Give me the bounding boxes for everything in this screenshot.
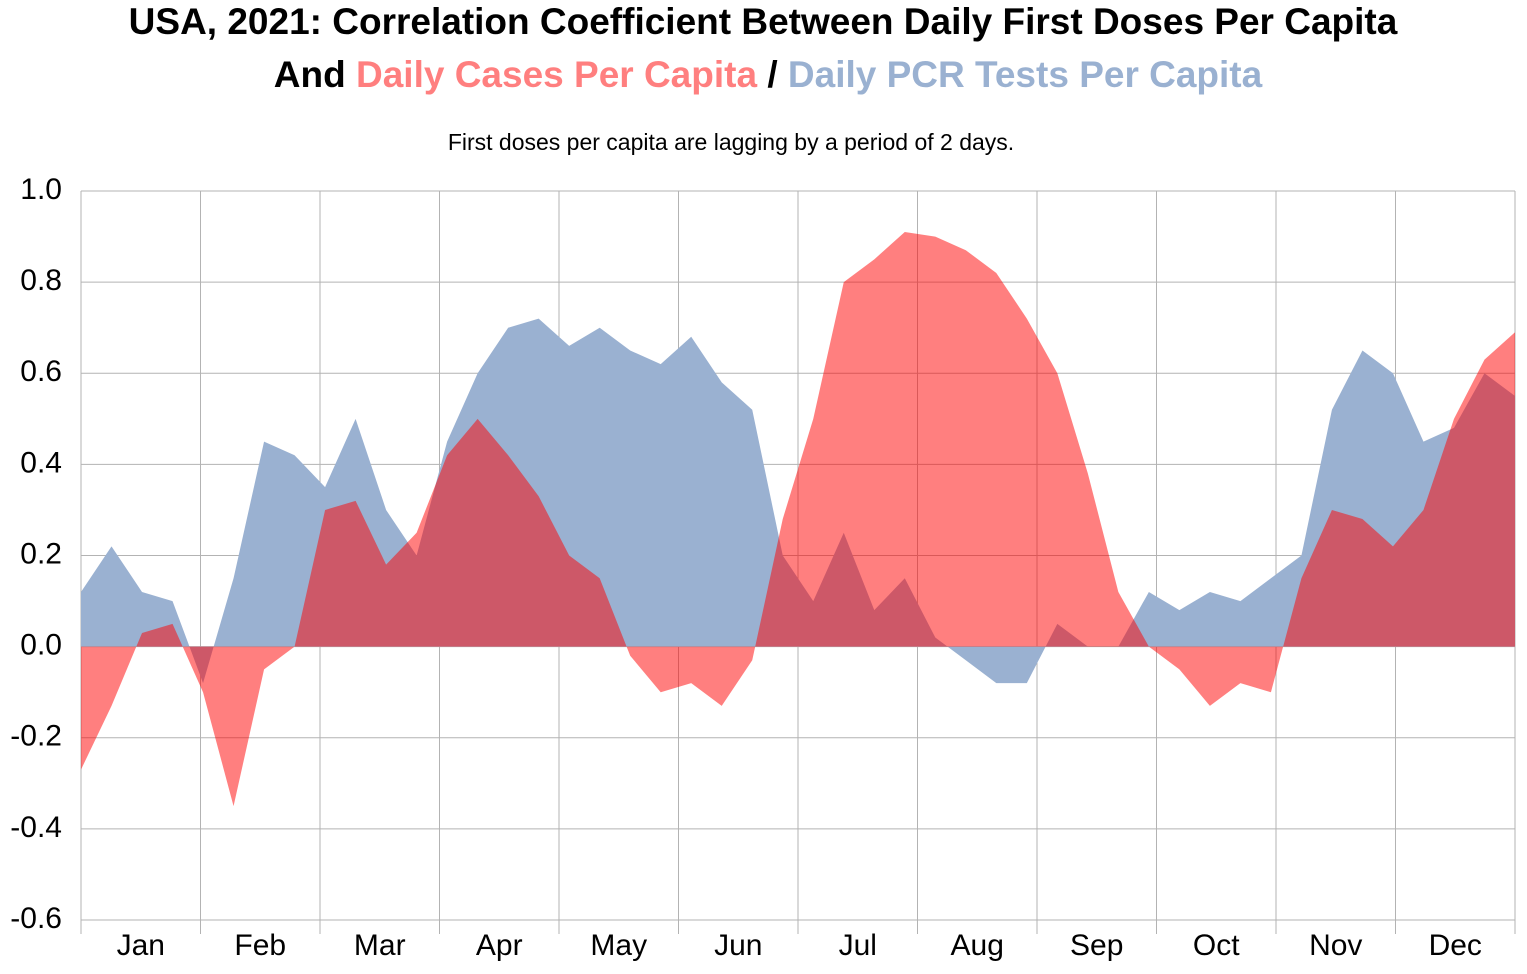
title-series: Daily PCR Tests Per Capita <box>788 54 1263 95</box>
title-series: Daily Cases Per Capita <box>356 54 757 95</box>
x-tick-label: Aug <box>951 929 1004 962</box>
chart-title: USA, 2021: Correlation Coefficient Betwe… <box>129 1 1398 42</box>
x-tick-label: May <box>590 929 647 962</box>
chart-title-line2: And Daily Cases Per Capita / Daily PCR T… <box>274 54 1263 95</box>
x-tick-label: Dec <box>1429 929 1482 962</box>
title-separator: / <box>767 54 777 95</box>
x-tick-label: Oct <box>1193 929 1240 962</box>
y-tick-label: -0.4 <box>10 811 62 844</box>
y-tick-label: 0.4 <box>20 446 62 479</box>
y-tick-label: 0.8 <box>20 264 62 297</box>
x-tick-label: Sep <box>1070 929 1123 962</box>
y-tick-label: 0.0 <box>20 629 62 662</box>
x-tick-label: Apr <box>476 929 523 962</box>
y-tick-label: 0.2 <box>20 537 62 570</box>
y-tick-label: 1.0 <box>20 173 62 206</box>
x-tick-label: Jun <box>714 929 762 962</box>
area <box>81 232 1515 807</box>
y-tick-label: -0.2 <box>10 720 62 753</box>
title-connector: And <box>274 54 346 95</box>
x-tick-label: Nov <box>1309 929 1362 962</box>
x-tick-label: Feb <box>234 929 286 962</box>
y-tick-label: -0.6 <box>10 902 62 935</box>
x-tick-label: Mar <box>354 929 406 962</box>
x-tick-label: Jan <box>117 929 165 962</box>
chart-subtitle: First doses per capita are lagging by a … <box>448 129 1014 155</box>
y-tick-label: 0.6 <box>20 355 62 388</box>
x-tick-label: Jul <box>839 929 877 962</box>
